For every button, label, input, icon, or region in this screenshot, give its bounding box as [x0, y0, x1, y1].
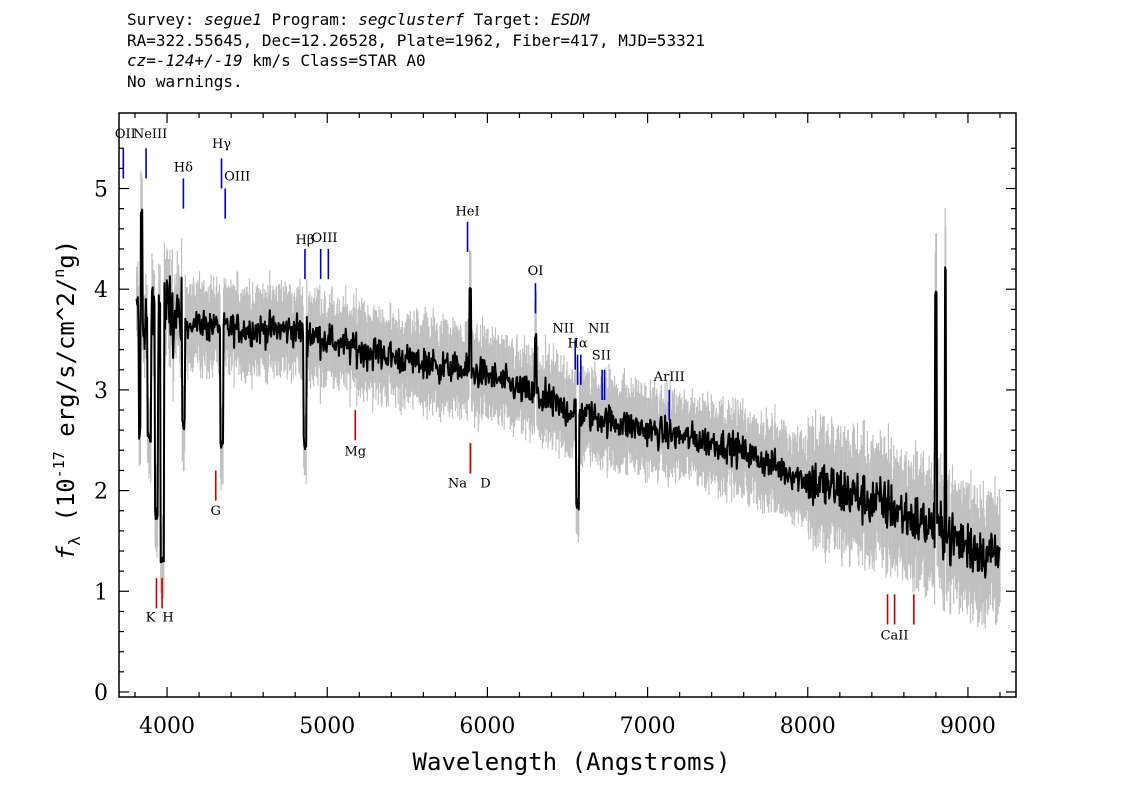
line-label: Hα — [568, 337, 588, 352]
header-line-redshift: cz=-124+/-19 km/s Class=STAR A0 — [127, 51, 705, 72]
x-tick-label: 4000 — [139, 714, 195, 739]
cz-class: km/s Class=STAR A0 — [242, 51, 426, 70]
y-axis-title-part: n — [50, 269, 68, 278]
survey-value: segue1 — [204, 10, 262, 29]
line-label: ArIII — [653, 370, 685, 385]
x-axis-title: Wavelength (Angstroms) — [413, 748, 731, 776]
spectrum-line — [135, 208, 1001, 579]
x-tick-label: 6000 — [459, 714, 515, 739]
x-tick-label: 5000 — [299, 714, 355, 739]
x-tick-label: 9000 — [940, 714, 996, 739]
line-label: K — [146, 610, 156, 625]
line-label: Hβ — [296, 233, 315, 248]
line-label: H — [162, 610, 173, 625]
line-label: NII — [588, 322, 610, 337]
line-label: OIII — [311, 231, 337, 246]
line-label: Mg — [344, 444, 366, 459]
y-axis-title-part: -17 — [50, 451, 68, 478]
line-label: Hδ — [174, 160, 193, 175]
line-label: SII — [592, 349, 611, 364]
target-label: Target: — [464, 10, 551, 29]
line-label: HeI — [455, 205, 479, 220]
y-tick-label: 5 — [94, 178, 108, 203]
line-label: G — [211, 504, 221, 519]
noise-band — [136, 170, 1001, 629]
x-tick-label: 7000 — [620, 714, 676, 739]
target-value: ESDM — [550, 10, 590, 29]
y-axis-title-part: (10 — [52, 478, 80, 536]
y-axis-title: fλ (10-17 erg/s/cm^2/ng) — [50, 240, 84, 560]
cz-value: cz=-124+/-19 — [127, 51, 243, 70]
x-tick-label: 8000 — [780, 714, 836, 739]
line-label: NeIII — [133, 127, 167, 142]
line-label: NII — [552, 322, 574, 337]
header-line-warnings: No warnings. — [127, 71, 243, 91]
y-tick-label: 3 — [94, 379, 108, 404]
y-axis-title-part: erg/s/cm^2/ — [52, 278, 80, 451]
line-label: OII — [115, 127, 136, 142]
line-label: Hγ — [212, 137, 231, 152]
plot-frame — [118, 112, 1017, 698]
y-axis-title-part: g) — [52, 240, 80, 269]
program-label: Program: — [261, 10, 359, 29]
line-label: OI — [528, 264, 544, 279]
y-tick-label: 2 — [94, 480, 108, 505]
header-line-survey: Survey: segue1 Program: segclusterf Targ… — [127, 10, 705, 31]
y-tick-label: 0 — [94, 681, 108, 706]
line-label: D — [480, 477, 490, 492]
spectrum-layer — [135, 170, 1001, 629]
program-value: segclusterf — [358, 10, 465, 29]
y-axis-title-part: λ — [65, 536, 84, 546]
header-line-coordinates: RA=322.55645, Dec=12.26528, Plate=1962, … — [127, 30, 705, 50]
survey-label: Survey: — [127, 10, 205, 29]
spectrum-header: Survey: segue1 Program: segclusterf Targ… — [127, 10, 705, 92]
line-label: Na — [448, 477, 467, 492]
line-label: CaII — [881, 629, 909, 644]
y-tick-label: 1 — [94, 580, 108, 605]
y-axis-title-part: f — [52, 545, 80, 560]
line-label: OIII — [224, 169, 250, 184]
line-markers — [122, 148, 915, 625]
y-tick-label: 4 — [94, 278, 108, 303]
